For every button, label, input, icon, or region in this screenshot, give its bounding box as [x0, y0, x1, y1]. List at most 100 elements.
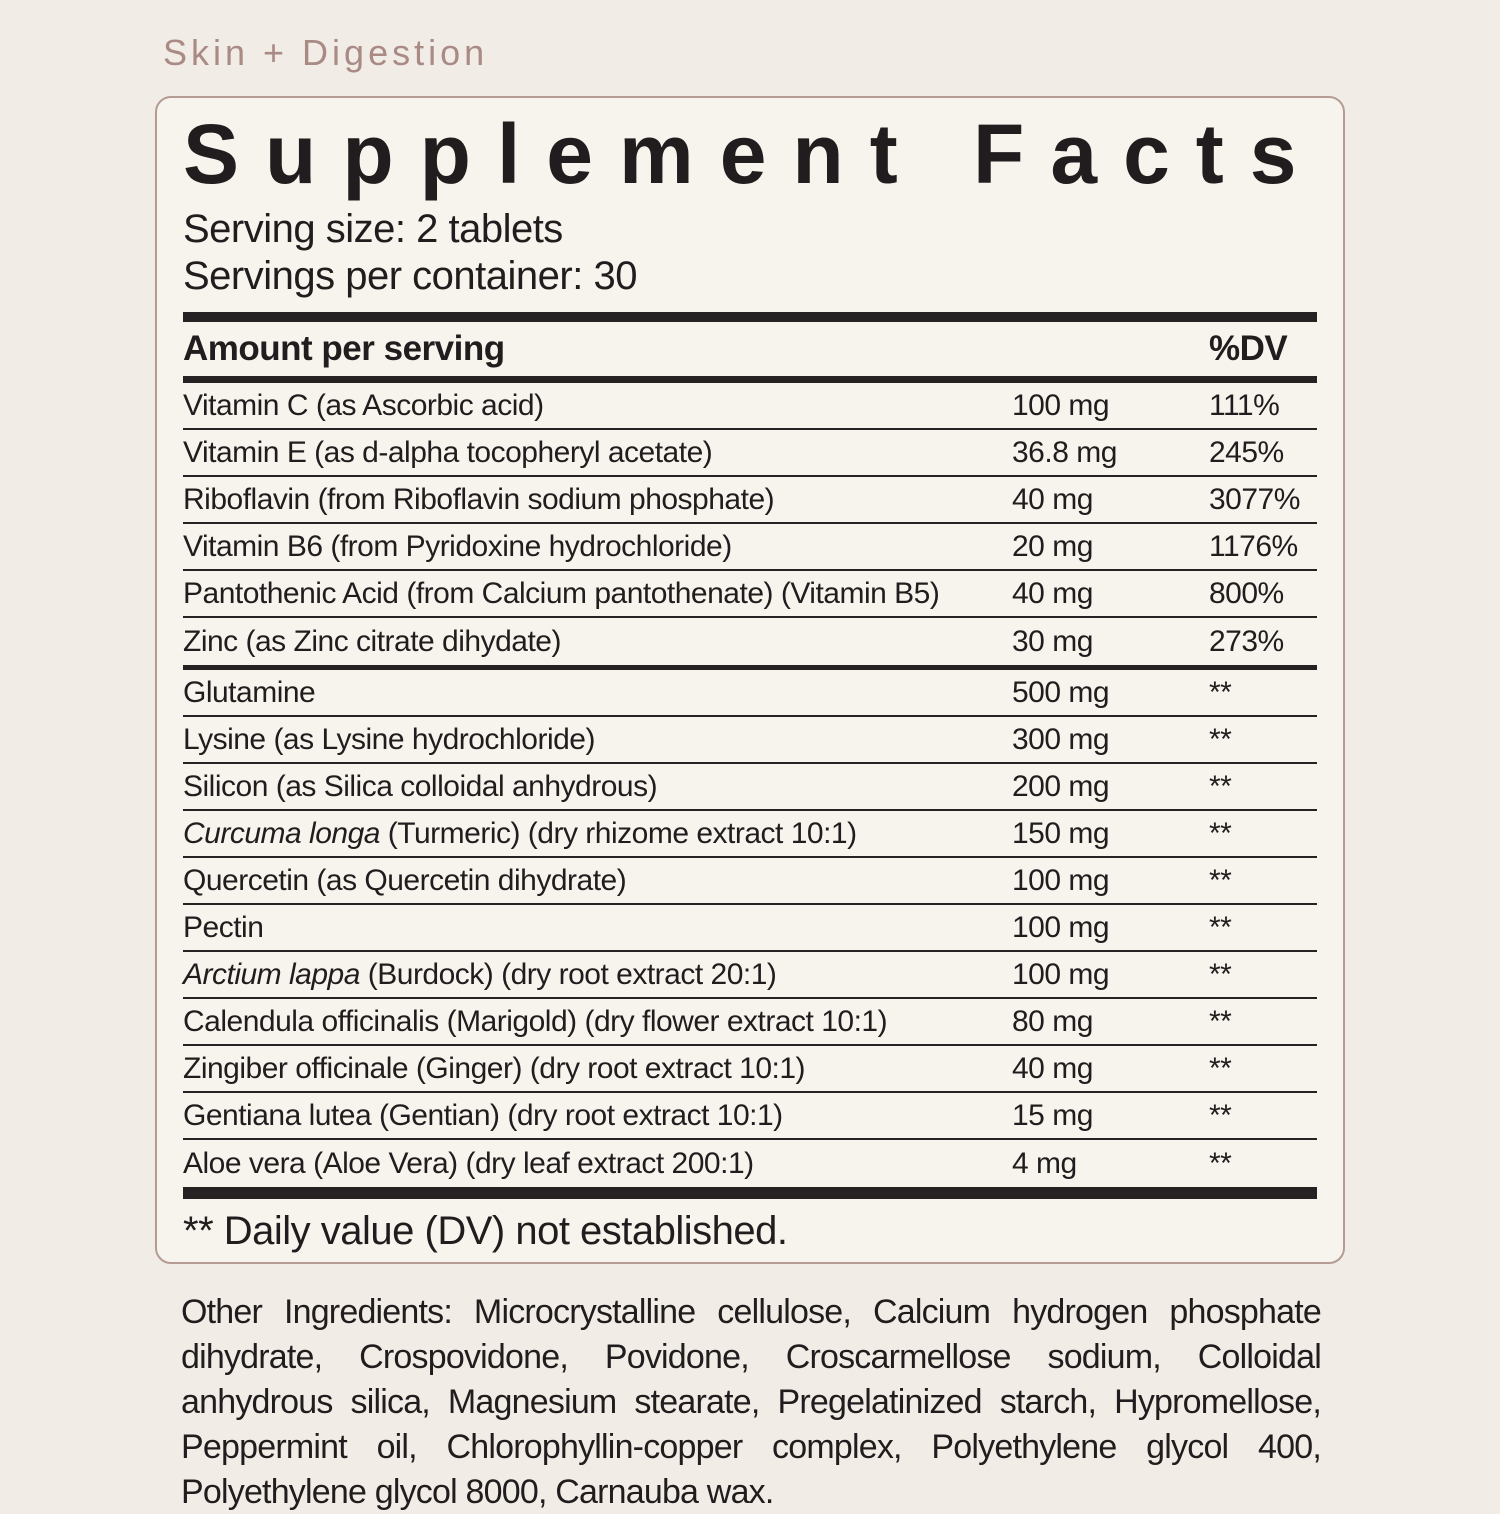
table-header-row: Amount per serving %DV	[183, 322, 1317, 376]
product-category-title: Skin + Digestion	[163, 32, 489, 73]
table-row: Vitamin E (as d-alpha tocopheryl acetate…	[183, 430, 1317, 478]
ingredient-name-text: Zinc (as Zinc citrate dihydate)	[183, 624, 561, 658]
ingredient-amount: 100 mg	[1012, 910, 1110, 944]
ingredient-amount: 100 mg	[1012, 863, 1110, 897]
ingredient-name-text: Pectin	[183, 910, 264, 944]
ingredient-name-text: Vitamin C (as Ascorbic acid)	[183, 388, 544, 422]
ingredient-name: Curcuma longa (Turmeric) (dry rhizome ex…	[183, 817, 1012, 851]
servings-per-container: Servings per container: 30	[183, 254, 637, 299]
table-row: Gentiana lutea (Gentian) (dry root extra…	[183, 1093, 1317, 1141]
ingredient-name: Riboflavin (from Riboflavin sodium phosp…	[183, 483, 1012, 517]
ingredient-name-text: Pantothenic Acid (from Calcium pantothen…	[183, 576, 940, 610]
serving-size: Serving size: 2 tablets	[183, 207, 563, 252]
ingredient-name-text: (Turmeric) (dry rhizome extract 10:1)	[379, 816, 857, 850]
supplement-facts-panel: Supplement Facts Serving size: 2 tablets…	[155, 96, 1345, 1264]
ingredient-dv: **	[1209, 1146, 1232, 1180]
ingredient-dv: **	[1209, 957, 1232, 991]
ingredient-dv: 1176%	[1209, 529, 1298, 563]
ingredient-name-text: Lysine (as Lysine hydrochloride)	[183, 722, 595, 756]
ingredient-amount: 100 mg	[1012, 957, 1110, 991]
divider-section	[183, 665, 1317, 671]
table-row: Zingiber officinale (Ginger) (dry root e…	[183, 1046, 1317, 1094]
table-row: Pectin 100 mg **	[183, 905, 1317, 953]
ingredient-amount: 300 mg	[1012, 722, 1110, 756]
ingredient-name: Vitamin B6 (from Pyridoxine hydrochlorid…	[183, 530, 1012, 564]
ingredient-dv: **	[1209, 722, 1232, 756]
ingredient-dv: 800%	[1209, 576, 1284, 610]
ingredient-name-text: Aloe vera (Aloe Vera) (dry leaf extract …	[183, 1146, 754, 1180]
ingredient-amount: 80 mg	[1012, 1004, 1093, 1038]
ingredient-amount: 36.8 mg	[1012, 435, 1117, 469]
ingredient-dv: 3077%	[1209, 482, 1300, 516]
ingredient-dv: **	[1209, 769, 1232, 803]
table-row: Glutamine 500 mg **	[183, 670, 1317, 718]
ingredient-name: Quercetin (as Quercetin dihydrate)	[183, 864, 1012, 898]
divider-heavy-bottom	[183, 1187, 1317, 1200]
ingredient-name: Zinc (as Zinc citrate dihydate)	[183, 625, 1012, 659]
table-row: Riboflavin (from Riboflavin sodium phosp…	[183, 477, 1317, 525]
ingredient-dv: **	[1209, 863, 1232, 897]
ingredient-name: Calendula officinalis (Marigold) (dry fl…	[183, 1005, 1012, 1039]
dv-footnote: ** Daily value (DV) not established.	[183, 1209, 788, 1254]
ingredient-name-latin: Curcuma longa	[183, 816, 380, 850]
ingredient-amount: 40 mg	[1012, 482, 1093, 516]
other-ingredients: Other Ingredients: Microcrystalline cell…	[181, 1293, 1322, 1511]
amount-per-serving-header: Amount per serving	[183, 329, 505, 369]
ingredient-name-text: Calendula officinalis (Marigold) (dry fl…	[183, 1004, 888, 1038]
ingredient-name: Zingiber officinale (Ginger) (dry root e…	[183, 1052, 1012, 1086]
ingredient-name: Silicon (as Silica colloidal anhydrous)	[183, 770, 1012, 804]
table-row: Quercetin (as Quercetin dihydrate) 100 mg…	[183, 858, 1317, 906]
ingredient-name: Vitamin E (as d-alpha tocopheryl acetate…	[183, 436, 1012, 470]
ingredient-name-text: Zingiber officinale (Ginger) (dry root e…	[183, 1051, 806, 1085]
ingredient-name-text: Vitamin B6 (from Pyridoxine hydrochlorid…	[183, 529, 732, 563]
ingredient-amount: 4 mg	[1012, 1146, 1077, 1180]
ingredient-dv: 273%	[1209, 624, 1284, 658]
table-row: Silicon (as Silica colloidal anhydrous) 2…	[183, 764, 1317, 812]
ingredient-amount: 40 mg	[1012, 576, 1093, 610]
ingredient-dv: **	[1209, 1004, 1232, 1038]
ingredient-name: Lysine (as Lysine hydrochloride)	[183, 723, 1012, 757]
ingredient-name-latin: Arctium lappa	[183, 957, 360, 991]
ingredient-amount: 500 mg	[1012, 675, 1110, 709]
ingredient-name-text: (Burdock) (dry root extract 20:1)	[359, 957, 777, 991]
ingredient-dv: **	[1209, 910, 1232, 944]
ingredient-dv: 111%	[1209, 388, 1280, 422]
ingredient-name-text: Riboflavin (from Riboflavin sodium phosp…	[183, 482, 775, 516]
table-row: Lysine (as Lysine hydrochloride) 300 mg **	[183, 717, 1317, 765]
ingredient-name: Aloe vera (Aloe Vera) (dry leaf extract …	[183, 1147, 1012, 1181]
ingredient-name-text: Gentiana lutea (Gentian) (dry root extra…	[183, 1098, 783, 1132]
ingredient-name-text: Vitamin E (as d-alpha tocopheryl acetate…	[183, 435, 713, 469]
ingredient-table: Vitamin C (as Ascorbic acid) 100 mg 111% Vi…	[183, 383, 1317, 1187]
table-row: Curcuma longa (Turmeric) (dry rhizome ex…	[183, 811, 1317, 859]
table-row: Vitamin B6 (from Pyridoxine hydrochlorid…	[183, 524, 1317, 572]
ingredient-amount: 15 mg	[1012, 1098, 1093, 1132]
ingredient-amount: 100 mg	[1012, 388, 1110, 422]
ingredient-name-text: Glutamine	[183, 675, 316, 709]
table-row: Pantothenic Acid (from Calcium pantothen…	[183, 571, 1317, 619]
ingredient-name: Pectin	[183, 911, 1012, 945]
ingredient-dv: **	[1209, 816, 1232, 850]
ingredient-name: Arctium lappa (Burdock) (dry root extrac…	[183, 958, 1012, 992]
ingredient-name-text: Quercetin (as Quercetin dihydrate)	[183, 863, 627, 897]
ingredient-amount: 150 mg	[1012, 816, 1110, 850]
ingredient-amount: 30 mg	[1012, 624, 1093, 658]
divider-header-bottom	[183, 376, 1317, 384]
divider-heavy-top	[183, 312, 1317, 323]
ingredient-name: Glutamine	[183, 676, 1012, 710]
ingredient-dv: **	[1209, 1051, 1232, 1085]
ingredient-amount: 20 mg	[1012, 529, 1093, 563]
percent-dv-header: %DV	[1209, 329, 1288, 369]
ingredient-amount: 40 mg	[1012, 1051, 1093, 1085]
table-row: Calendula officinalis (Marigold) (dry fl…	[183, 999, 1317, 1047]
ingredient-dv: 245%	[1209, 435, 1284, 469]
table-row: Zinc (as Zinc citrate dihydate) 30 mg 273%	[183, 618, 1317, 665]
ingredient-name: Vitamin C (as Ascorbic acid)	[183, 389, 1012, 423]
table-row: Aloe vera (Aloe Vera) (dry leaf extract …	[183, 1140, 1317, 1187]
panel-title: Supplement Facts	[183, 107, 1323, 201]
ingredient-amount: 200 mg	[1012, 769, 1110, 803]
table-row: Vitamin C (as Ascorbic acid) 100 mg 111%	[183, 383, 1317, 431]
ingredient-name-text: Silicon (as Silica colloidal anhydrous)	[183, 769, 658, 803]
ingredient-dv: **	[1209, 1098, 1232, 1132]
ingredient-name: Gentiana lutea (Gentian) (dry root extra…	[183, 1099, 1012, 1133]
table-row: Arctium lappa (Burdock) (dry root extrac…	[183, 952, 1317, 1000]
